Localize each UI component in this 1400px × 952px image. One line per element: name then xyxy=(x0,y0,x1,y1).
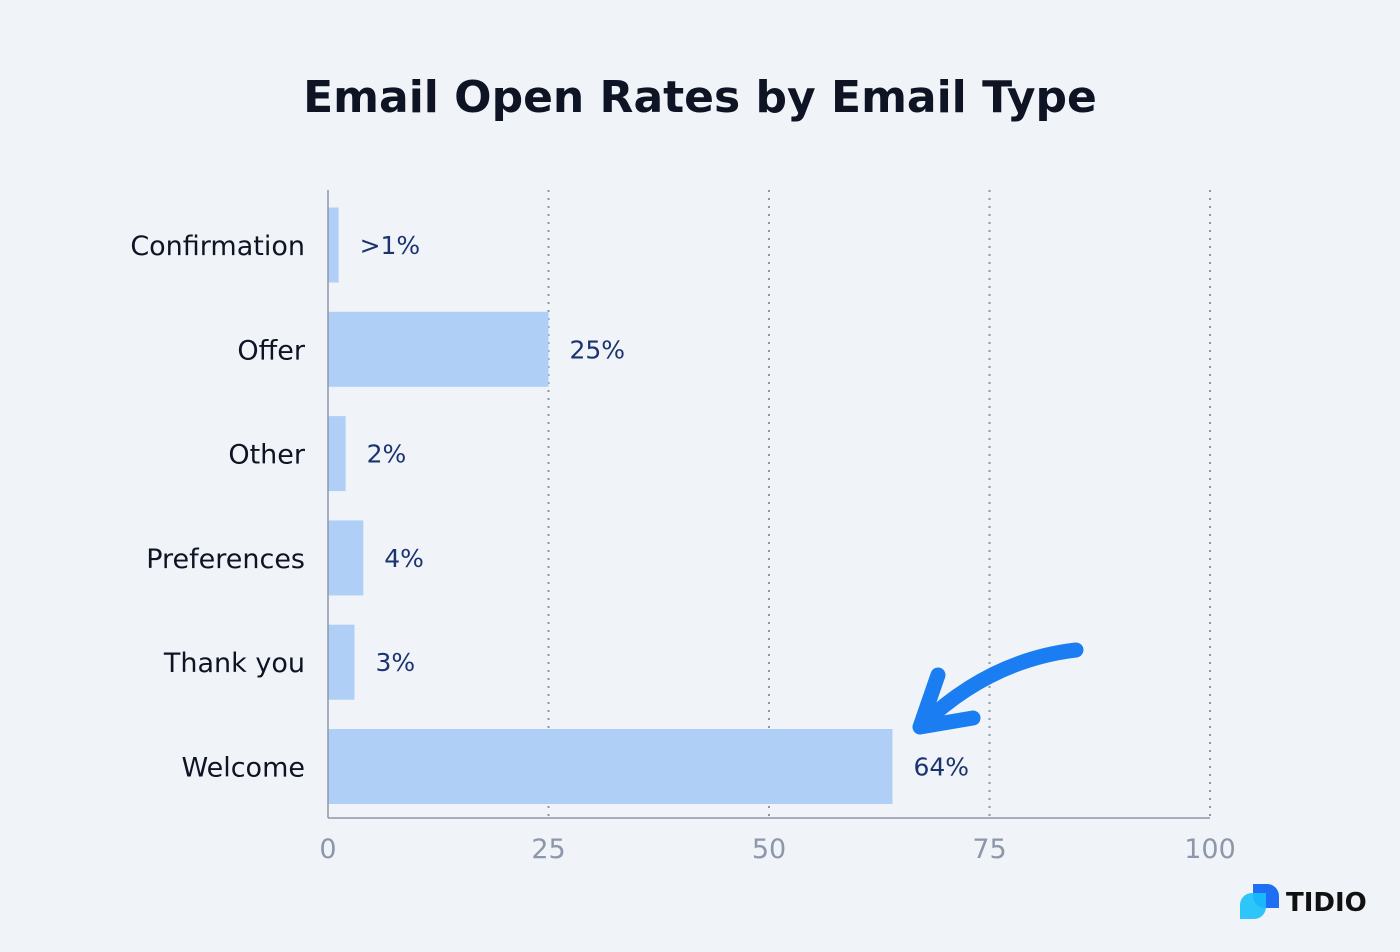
data-label: 64% xyxy=(913,753,969,782)
data-label: 3% xyxy=(375,648,415,677)
bar xyxy=(328,416,346,492)
data-label: >1% xyxy=(360,231,421,260)
bar xyxy=(328,207,339,283)
category-label: Offer xyxy=(237,335,305,366)
bar xyxy=(328,311,549,387)
bar xyxy=(328,624,355,700)
x-tick-label: 100 xyxy=(1184,834,1236,865)
highlight-arrow-icon xyxy=(912,642,1084,735)
x-tick-label: 75 xyxy=(972,834,1006,865)
data-label: 25% xyxy=(570,335,626,364)
x-tick-label: 25 xyxy=(531,834,565,865)
bar xyxy=(328,729,893,804)
x-tick-label: 0 xyxy=(319,834,336,865)
category-label: Preferences xyxy=(146,544,305,575)
bar xyxy=(328,520,364,596)
brand-name: TIDIO xyxy=(1286,888,1367,918)
x-tick-label: 50 xyxy=(752,834,786,865)
category-label: Other xyxy=(228,440,306,471)
tidio-logo: TIDIO xyxy=(1240,884,1367,919)
category-label: Welcome xyxy=(181,753,305,784)
chart-title: Email Open Rates by Email Type xyxy=(303,72,1097,123)
data-label: 4% xyxy=(384,544,424,573)
category-label: Confirmation xyxy=(130,231,305,262)
data-label: 2% xyxy=(367,440,407,469)
category-label: Thank you xyxy=(163,648,305,679)
